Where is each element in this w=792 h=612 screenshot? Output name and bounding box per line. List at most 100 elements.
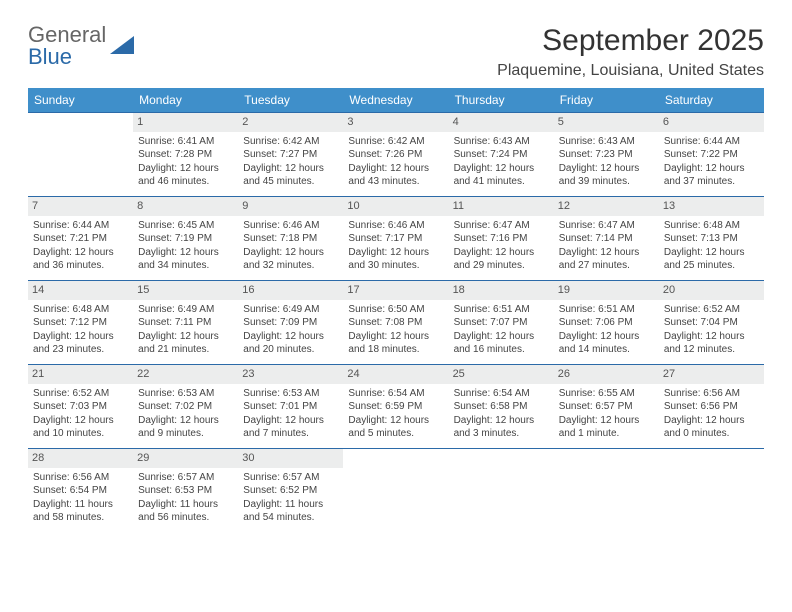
daylight-text: Daylight: 12 hours and 27 minutes. — [559, 246, 654, 273]
day-number: 14 — [28, 281, 133, 300]
daylight-text: Daylight: 12 hours and 1 minute. — [559, 414, 654, 441]
sunrise-text: Sunrise: 6:41 AM — [138, 135, 233, 149]
calendar-cell: 11Sunrise: 6:47 AMSunset: 7:16 PMDayligh… — [449, 197, 554, 281]
calendar-cell: 17 Sunrise: 6:50 AMSunset: 7:08 PMDayligh… — [343, 281, 448, 365]
sunset-text: Sunset: 7:02 PM — [138, 400, 233, 414]
sunrise-text: Sunrise: 6:57 AM — [138, 471, 233, 485]
day-header: Thursday — [449, 88, 554, 113]
calendar-cell: 6Sunrise: 6:44 AMSunset: 7:22 PMDaylight… — [659, 113, 764, 197]
sunrise-text: Sunrise: 6:45 AM — [138, 219, 233, 233]
sunset-text: Sunset: 6:53 PM — [138, 484, 233, 498]
daylight-text: Daylight: 12 hours and 16 minutes. — [454, 330, 549, 357]
calendar-cell: 30 Sunrise: 6:57 AMSunset: 6:52 PMDayligh… — [238, 449, 343, 533]
calendar-cell: 10Sunrise: 6:46 AMSunset: 7:17 PMDayligh… — [343, 197, 448, 281]
calendar-cell: 13Sunrise: 6:48 AMSunset: 7:13 PMDayligh… — [659, 197, 764, 281]
day-header: Monday — [133, 88, 238, 113]
day-number: 3 — [343, 113, 448, 132]
calendar-cell: 12Sunrise: 6:47 AMSunset: 7:14 PMDayligh… — [554, 197, 659, 281]
daylight-text: Daylight: 12 hours and 45 minutes. — [243, 162, 338, 189]
day-header: Tuesday — [238, 88, 343, 113]
sunset-text: Sunset: 7:22 PM — [664, 148, 759, 162]
calendar-cell: 20Sunrise: 6:52 AMSunset: 7:04 PMDayligh… — [659, 281, 764, 365]
calendar-cell: 28 Sunrise: 6:56 AMSunset: 6:54 PMDayligh… — [28, 449, 133, 533]
sunrise-text: Sunrise: 6:51 AM — [559, 303, 654, 317]
sunrise-text: Sunrise: 6:54 AM — [454, 387, 549, 401]
sunrise-text: Sunrise: 6:54 AM — [348, 387, 443, 401]
day-number: 17 — [343, 281, 448, 300]
sunset-text: Sunset: 7:23 PM — [559, 148, 654, 162]
daylight-text: Daylight: 12 hours and 18 minutes. — [348, 330, 443, 357]
sunset-text: Sunset: 6:52 PM — [243, 484, 338, 498]
sunset-text: Sunset: 6:59 PM — [348, 400, 443, 414]
sunrise-text: Sunrise: 6:50 AM — [348, 303, 443, 317]
sunrise-text: Sunrise: 6:55 AM — [559, 387, 654, 401]
sunset-text: Sunset: 7:16 PM — [454, 232, 549, 246]
calendar-cell: 19Sunrise: 6:51 AMSunset: 7:06 PMDayligh… — [554, 281, 659, 365]
daylight-text: Daylight: 12 hours and 5 minutes. — [348, 414, 443, 441]
daylight-text: Daylight: 12 hours and 30 minutes. — [348, 246, 443, 273]
calendar-cell: 3Sunrise: 6:42 AMSunset: 7:26 PMDaylight… — [343, 113, 448, 197]
daylight-text: Daylight: 11 hours and 58 minutes. — [33, 498, 128, 525]
sunrise-text: Sunrise: 6:56 AM — [33, 471, 128, 485]
sunrise-text: Sunrise: 6:48 AM — [33, 303, 128, 317]
sunset-text: Sunset: 7:08 PM — [348, 316, 443, 330]
sunset-text: Sunset: 7:21 PM — [33, 232, 128, 246]
sunset-text: Sunset: 7:09 PM — [243, 316, 338, 330]
day-number: 30 — [238, 449, 343, 468]
sunset-text: Sunset: 7:13 PM — [664, 232, 759, 246]
calendar-cell: 8Sunrise: 6:45 AMSunset: 7:19 PMDaylight… — [133, 197, 238, 281]
day-number: 15 — [133, 281, 238, 300]
sunset-text: Sunset: 7:04 PM — [664, 316, 759, 330]
daylight-text: Daylight: 12 hours and 20 minutes. — [243, 330, 338, 357]
day-number: 25 — [449, 365, 554, 384]
day-header: Wednesday — [343, 88, 448, 113]
day-number: 28 — [28, 449, 133, 468]
day-number: 6 — [659, 113, 764, 132]
calendar-cell: 24Sunrise: 6:54 AMSunset: 6:59 PMDayligh… — [343, 365, 448, 449]
title-month: September 2025 — [497, 24, 764, 58]
sunrise-text: Sunrise: 6:51 AM — [454, 303, 549, 317]
daylight-text: Daylight: 12 hours and 21 minutes. — [138, 330, 233, 357]
day-number: 21 — [28, 365, 133, 384]
daylight-text: Daylight: 12 hours and 34 minutes. — [138, 246, 233, 273]
calendar-week-row: 14Sunrise: 6:48 AMSunset: 7:12 PMDayligh… — [28, 281, 764, 365]
calendar-cell: 22Sunrise: 6:53 AMSunset: 7:02 PMDayligh… — [133, 365, 238, 449]
sunrise-text: Sunrise: 6:44 AM — [33, 219, 128, 233]
calendar-body: 1Sunrise: 6:41 AMSunset: 7:28 PMDaylight… — [28, 113, 764, 533]
daylight-text: Daylight: 12 hours and 37 minutes. — [664, 162, 759, 189]
brand-part2: Blue — [28, 44, 72, 69]
calendar-cell: 5Sunrise: 6:43 AMSunset: 7:23 PMDaylight… — [554, 113, 659, 197]
calendar-week-row: 1Sunrise: 6:41 AMSunset: 7:28 PMDaylight… — [28, 113, 764, 197]
title-block: September 2025 Plaquemine, Louisiana, Un… — [497, 24, 764, 80]
sunrise-text: Sunrise: 6:49 AM — [138, 303, 233, 317]
daylight-text: Daylight: 12 hours and 36 minutes. — [33, 246, 128, 273]
sunset-text: Sunset: 7:07 PM — [454, 316, 549, 330]
calendar-cell: 1Sunrise: 6:41 AMSunset: 7:28 PMDaylight… — [133, 113, 238, 197]
daylight-text: Daylight: 11 hours and 54 minutes. — [243, 498, 338, 525]
daylight-text: Daylight: 12 hours and 41 minutes. — [454, 162, 549, 189]
sunrise-text: Sunrise: 6:57 AM — [243, 471, 338, 485]
triangle-icon — [110, 34, 134, 58]
sunrise-text: Sunrise: 6:52 AM — [33, 387, 128, 401]
sunrise-text: Sunrise: 6:47 AM — [559, 219, 654, 233]
sunset-text: Sunset: 6:58 PM — [454, 400, 549, 414]
sunset-text: Sunset: 6:56 PM — [664, 400, 759, 414]
sunrise-text: Sunrise: 6:43 AM — [454, 135, 549, 149]
sunrise-text: Sunrise: 6:47 AM — [454, 219, 549, 233]
sunset-text: Sunset: 7:18 PM — [243, 232, 338, 246]
calendar-cell — [554, 449, 659, 533]
day-number: 22 — [133, 365, 238, 384]
day-header: Sunday — [28, 88, 133, 113]
calendar-table: SundayMondayTuesdayWednesdayThursdayFrid… — [28, 88, 764, 533]
sunset-text: Sunset: 7:19 PM — [138, 232, 233, 246]
day-number: 26 — [554, 365, 659, 384]
sunset-text: Sunset: 6:54 PM — [33, 484, 128, 498]
day-number: 9 — [238, 197, 343, 216]
calendar-cell: 18Sunrise: 6:51 AMSunset: 7:07 PMDayligh… — [449, 281, 554, 365]
sunrise-text: Sunrise: 6:52 AM — [664, 303, 759, 317]
day-number: 29 — [133, 449, 238, 468]
calendar-cell: 16Sunrise: 6:49 AMSunset: 7:09 PMDayligh… — [238, 281, 343, 365]
calendar-cell: 29Sunrise: 6:57 AMSunset: 6:53 PMDayligh… — [133, 449, 238, 533]
daylight-text: Daylight: 12 hours and 32 minutes. — [243, 246, 338, 273]
sunrise-text: Sunrise: 6:46 AM — [348, 219, 443, 233]
